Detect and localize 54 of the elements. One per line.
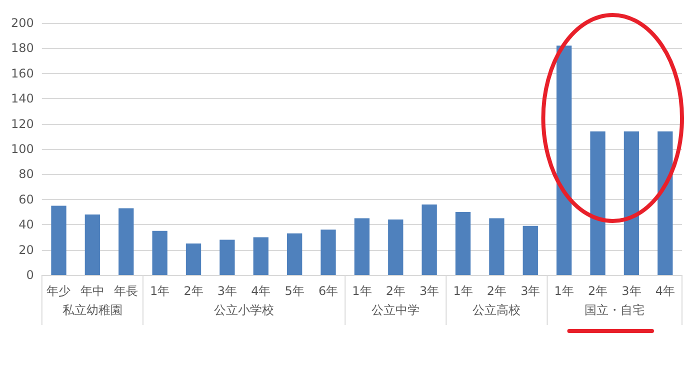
bar — [422, 204, 437, 275]
y-tick-label: 120 — [11, 116, 34, 131]
x-tick-label: 4年 — [655, 284, 675, 298]
bar — [152, 230, 168, 275]
y-tick-label: 140 — [11, 92, 34, 106]
bar — [624, 131, 640, 275]
text: 公立高校 — [472, 303, 521, 317]
x-tick-label: 1年 — [150, 284, 170, 298]
y-tick-label: 0 — [26, 268, 34, 282]
bar — [489, 218, 504, 275]
x-tick-label: 6年 — [318, 284, 338, 298]
x-tick-label: 年長 — [114, 284, 138, 298]
bar — [51, 206, 66, 275]
text: 公立小学校 — [214, 303, 274, 317]
y-tick-label: 100 — [11, 142, 34, 156]
y-tick-label: 80 — [18, 167, 34, 182]
y-tick-label: 180 — [11, 41, 34, 56]
bar — [220, 240, 235, 275]
x-tick-label: 2年 — [386, 284, 406, 298]
text: 公立中学 — [372, 303, 420, 317]
bar — [658, 131, 673, 275]
x-tick-label: 2年 — [486, 284, 507, 298]
x-tick-label: 3年 — [420, 284, 440, 298]
bar — [253, 237, 268, 275]
bar — [84, 214, 100, 275]
x-tick-label: 年少 — [46, 284, 71, 298]
bar — [354, 218, 370, 275]
bar — [118, 208, 134, 275]
text: 私立幼稚園 — [62, 303, 122, 317]
x-tick-label: 3年 — [622, 284, 642, 298]
text: 国立・自宅 — [584, 303, 645, 317]
x-tick-label: 年中 — [80, 284, 104, 298]
x-tick-label: 4年 — [251, 284, 271, 298]
bar — [286, 233, 302, 275]
x-tick-label: 2年 — [184, 284, 204, 298]
x-tick-label: 2年 — [588, 284, 608, 298]
y-tick-label: 200 — [11, 16, 34, 30]
bar — [556, 46, 572, 275]
y-tick-label: 160 — [11, 66, 34, 80]
x-tick-label: 1年 — [352, 284, 372, 298]
bar — [320, 230, 336, 275]
x-tick-label: 1年 — [554, 284, 574, 298]
x-tick-label: 5年 — [284, 284, 304, 298]
bar — [590, 131, 606, 275]
x-tick-label: 3年 — [520, 284, 540, 298]
bar — [455, 212, 471, 275]
y-tick-label: 60 — [18, 192, 34, 206]
y-tick-label: 40 — [18, 218, 34, 232]
bar — [186, 244, 202, 275]
bar — [522, 226, 538, 275]
x-tick-label: 1年 — [453, 284, 473, 298]
y-tick-label: 20 — [18, 242, 34, 257]
bar — [388, 220, 404, 275]
x-tick-label: 3年 — [217, 284, 238, 298]
